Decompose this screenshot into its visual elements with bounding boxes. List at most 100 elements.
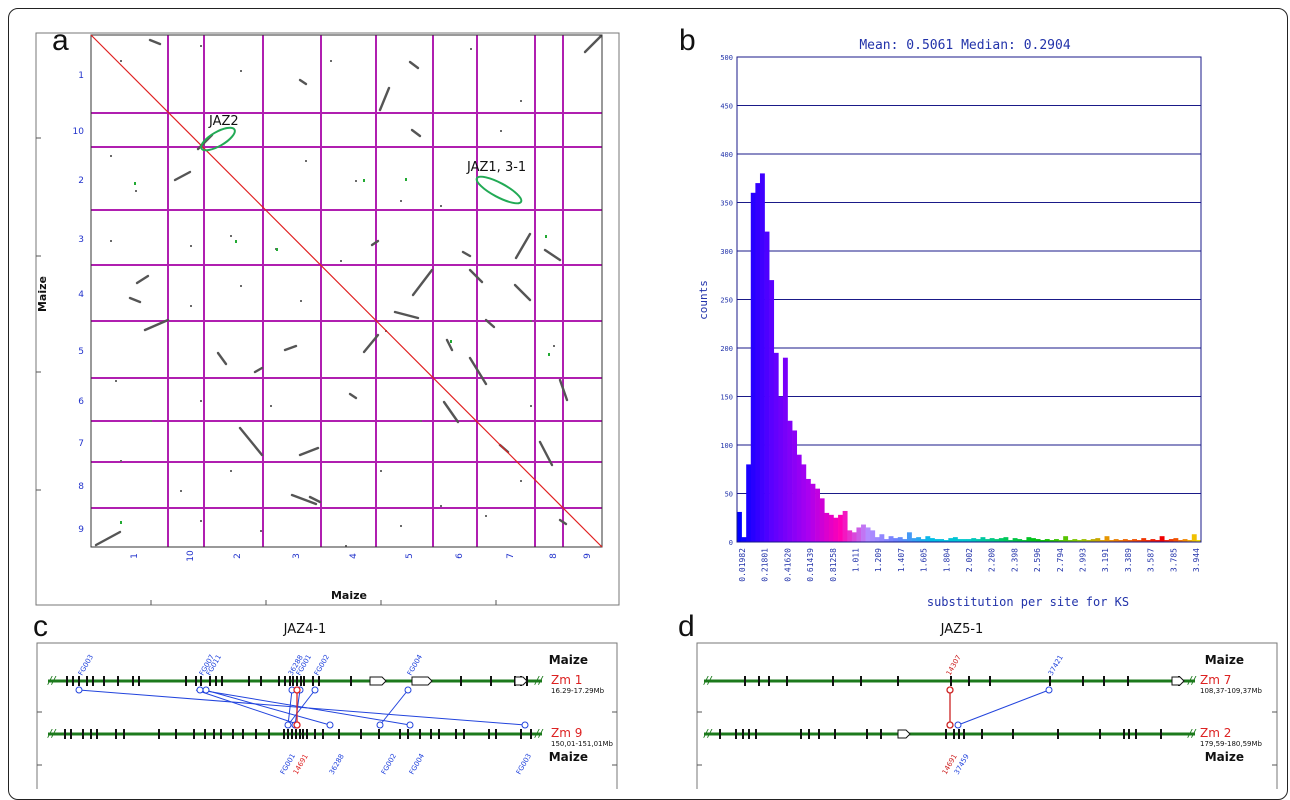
panel-c-top-end-icon: //: [534, 674, 544, 687]
row-chromosome-label: 1: [78, 71, 84, 81]
syntenic-dot: [150, 420, 152, 422]
histogram-bar: [1095, 538, 1101, 542]
syntenic-block: [408, 60, 420, 70]
gene-mark: [866, 729, 868, 739]
histogram-ylabel: counts: [697, 280, 710, 320]
histogram-x-tick-label: 2.794: [1056, 548, 1065, 572]
histogram-x-tick-label: 3.191: [1101, 548, 1110, 572]
syntenic-dot: [230, 470, 232, 472]
histogram-x-tick-label: 2.398: [1010, 548, 1019, 572]
syntenic-dot: [355, 180, 357, 182]
syntenic-dot: [200, 400, 202, 402]
histogram-x-tick-label: 1.209: [874, 548, 883, 572]
syntenic-dot: [340, 260, 342, 262]
syntenic-dot: [520, 480, 522, 482]
histogram-bar: [1164, 540, 1170, 542]
histogram-x-tick-label: 0.81258: [829, 548, 838, 582]
gene-mark: [1128, 729, 1130, 739]
histogram-bar: [792, 430, 798, 542]
gene-mark: [295, 729, 297, 739]
column-chromosome-label: 7: [506, 553, 516, 559]
syntenic-dot: [380, 470, 382, 472]
gene-mark: [338, 729, 340, 739]
histogram-bar: [1099, 540, 1105, 542]
panel-d-bottom-genes: [719, 729, 1162, 739]
panel-c-top-genes: [66, 676, 528, 686]
gene-mark: [66, 676, 68, 686]
histogram-bar: [884, 539, 889, 542]
histogram-bar: [902, 539, 908, 542]
histogram-bar: [989, 538, 995, 542]
gene-mark: [300, 676, 302, 686]
histogram-bar: [815, 488, 820, 542]
gene-mark: [989, 676, 991, 686]
gene-mark: [360, 729, 362, 739]
histogram-bar: [985, 539, 990, 542]
histogram-bar: [879, 534, 885, 542]
gene-mark: [758, 676, 760, 686]
syntenic-dot: [440, 505, 442, 507]
histogram-bar: [1145, 540, 1151, 542]
gene-mark: [1082, 676, 1084, 686]
gene-mark: [350, 676, 352, 686]
syntenic-dot: [530, 320, 532, 322]
syntenic-dot: [240, 285, 242, 287]
histogram-bar: [874, 537, 880, 542]
gene-mark: [268, 729, 270, 739]
histogram-bar: [934, 539, 940, 542]
gene-mark: [460, 676, 462, 686]
gene-mark: [296, 676, 298, 686]
syntenic-block: [445, 338, 454, 352]
histogram-bars: [737, 173, 1202, 543]
histogram-bar: [1008, 540, 1013, 542]
histogram-bar: [1040, 540, 1046, 542]
gene-mark: [953, 729, 955, 739]
syntenic-block: [442, 400, 460, 424]
dotplot-border: [90, 34, 603, 548]
syntenic-dot: [530, 405, 532, 407]
histogram-y-tick-label: 300: [720, 248, 733, 256]
syntenic-block: [461, 250, 472, 258]
histogram-bar: [865, 527, 871, 542]
row-chromosome-label: 2: [78, 176, 84, 186]
histogram-bar: [1067, 540, 1073, 542]
panel-d-label: d: [678, 610, 695, 643]
gene-mark: [419, 729, 421, 739]
syntenic-dot-green: [134, 182, 136, 185]
histogram-bar: [893, 538, 899, 542]
histogram-bar: [971, 538, 977, 542]
syntenic-block: [468, 268, 484, 284]
syntenic-dot: [190, 305, 192, 307]
histogram-bar: [1021, 540, 1027, 542]
histogram-x-tick-label: 3.944: [1192, 548, 1201, 572]
syntenic-block: [468, 356, 488, 386]
histogram-x-tick-label: 2.002: [965, 548, 974, 572]
syntenic-dot: [485, 515, 487, 517]
panel-c-red-link: [293, 686, 301, 729]
panel-d-top-red-label: 14307: [945, 654, 963, 677]
histogram-bar: [1003, 537, 1009, 542]
syntenic-block: [484, 318, 496, 329]
histogram-x-tick-label: 3.785: [1169, 548, 1178, 572]
panel-c-top-range: 16.29-17.29Mb: [551, 687, 605, 695]
column-chromosome-label: 2: [233, 553, 243, 559]
histogram-bar: [842, 510, 848, 542]
gene-mark: [306, 729, 308, 739]
syntenic-block: [128, 296, 142, 304]
syntenic-dot: [330, 60, 332, 62]
panel-c-frame: [36, 642, 618, 789]
histogram-bar: [952, 537, 958, 542]
histogram-x-tick-label: 1.011: [852, 548, 861, 572]
panel-d-bottom-break-icon: //: [703, 727, 713, 740]
histogram-bar: [994, 539, 1000, 542]
gene-mark: [958, 729, 960, 739]
gene-mark: [742, 729, 744, 739]
panel-c-bottom-chr: Zm 9: [551, 726, 582, 740]
panel-d-bottom-chr: Zm 2: [1200, 726, 1231, 740]
panel-d-top-blue-label: 37421: [1047, 654, 1065, 677]
row-chromosome-label: 5: [78, 347, 84, 357]
gene-mark: [318, 676, 320, 686]
dotplot-column-labels: 1 10 2 3 4 5 6 7 8 9: [130, 550, 593, 562]
gene-arrow: [411, 676, 433, 686]
